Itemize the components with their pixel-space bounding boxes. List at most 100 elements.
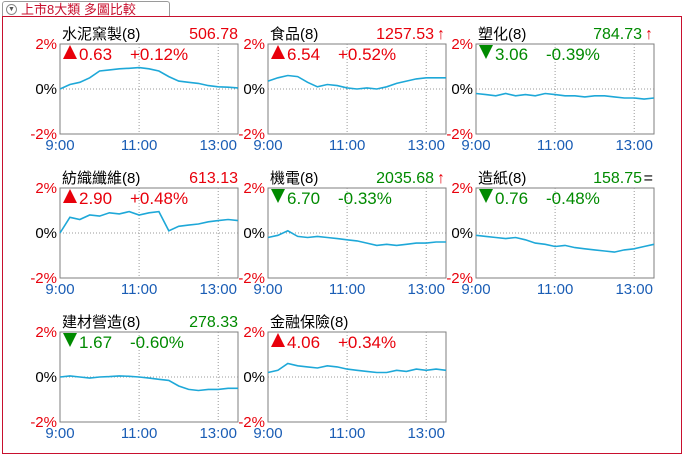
panel-3-up-triangle-icon — [63, 189, 77, 203]
panel-1-change-pct: +0.52% — [338, 45, 396, 64]
panel-3-plot-box — [59, 187, 239, 279]
panel-0-up-triangle-icon — [63, 45, 77, 59]
panel-7-y-tick-label: -2% — [238, 414, 265, 431]
panel-4-change-pct: -0.33% — [338, 189, 392, 208]
panel-2-x-tick-label: 9:00 — [461, 137, 490, 154]
panel-0-y-tick-label: 2% — [35, 36, 57, 53]
panel-3-y-tick-label: -2% — [30, 270, 57, 287]
panel-1-x-tick-label: 11:00 — [329, 137, 365, 154]
panel-6-y-tick-label: 0% — [35, 369, 57, 386]
panel-0-y-tick-label: 0% — [35, 81, 57, 98]
panel-0-x-tick-label: 9:00 — [45, 137, 74, 154]
panel-5-change-pct: -0.48% — [546, 189, 600, 208]
panel-6-plot-box — [59, 331, 239, 423]
panel-2-change-pct: -0.39% — [546, 45, 600, 64]
panel-5-x-tick-label: 11:00 — [537, 281, 573, 298]
panel-2-title: 塑化(8) — [478, 26, 526, 43]
panel-1-value-marker: ↑ — [437, 26, 445, 43]
panel-7-up-triangle-icon — [271, 333, 285, 347]
panel-3-series-line — [59, 210, 239, 234]
panel-2-value-marker: ↑ — [645, 26, 653, 43]
panel-4-down-triangle-icon — [271, 189, 285, 203]
panel-5-series-line — [475, 234, 655, 253]
panel-3-value: 613.13 — [189, 170, 238, 187]
panel-2-value: 784.73 — [593, 26, 642, 43]
panel-6-y-tick-label: 2% — [35, 324, 57, 341]
chart-tab[interactable]: ▼ 上市8大類 多圖比較 — [2, 1, 170, 17]
panel-0-value: 506.78 — [189, 26, 238, 43]
panel-0-change-pct: +0.12% — [130, 45, 188, 64]
panel-3-y-tick-label: 2% — [35, 180, 57, 197]
panel-4-y-tick-label: 0% — [243, 225, 265, 242]
panel-0-title: 水泥窯製(8) — [62, 25, 140, 43]
panel-0-y-tick-label: -2% — [30, 126, 57, 143]
panel-7-x-tick-label: 13:00 — [407, 425, 445, 442]
panel-1-x-tick-label: 13:00 — [407, 137, 445, 154]
panel-6-down-triangle-icon — [63, 333, 77, 347]
panel-6-x-tick-label: 13:00 — [199, 425, 237, 442]
panel-4-y-tick-label: 2% — [243, 180, 265, 197]
panel-1-value: 1257.53 — [376, 26, 434, 43]
panel-7-y-tick-label: 0% — [243, 369, 265, 386]
panel-4-y-tick-label: -2% — [238, 270, 265, 287]
panel-4-title: 機電(8) — [270, 170, 318, 187]
panel-1-x-tick-label: 9:00 — [253, 137, 282, 154]
panel-6-x-tick-label: 9:00 — [45, 425, 74, 442]
panel-1-y-tick-label: 2% — [243, 36, 265, 53]
panel-3-title: 紡織纖維(8) — [62, 170, 140, 187]
panel-2-y-tick-label: 0% — [451, 81, 473, 98]
panel-5-plot-box — [475, 187, 655, 279]
panel-7-x-tick-label: 9:00 — [253, 425, 282, 442]
panel-1-up-triangle-icon — [271, 45, 285, 59]
panel-5-y-tick-label: 2% — [451, 180, 473, 197]
panel-2-series-line — [475, 92, 655, 100]
panel-6-change-pct: -0.60% — [130, 333, 184, 352]
panel-0-x-tick-label: 11:00 — [121, 137, 157, 154]
panel-5-title: 造紙(8) — [478, 170, 526, 187]
panel-7-change-pct: +0.34% — [338, 333, 396, 352]
panel-3-x-tick-label: 13:00 — [199, 281, 237, 298]
panel-4-value-marker: ↑ — [437, 170, 445, 187]
panel-5-y-tick-label: -2% — [446, 270, 473, 287]
panel-5-y-tick-label: 0% — [451, 225, 473, 242]
panel-4-value: 2035.68 — [376, 170, 434, 187]
panel-5-value-marker: = — [644, 170, 653, 187]
panel-4-plot-box — [267, 187, 447, 279]
panel-2-x-tick-label: 13:00 — [615, 137, 653, 154]
panel-6-x-tick-label: 11:00 — [121, 425, 157, 442]
panel-6-title: 建材營造(8) — [62, 314, 140, 331]
panel-7-series-line — [267, 362, 447, 374]
panel-3-change-pct: +0.48% — [130, 189, 188, 208]
panel-5-x-tick-label: 13:00 — [615, 281, 653, 298]
panel-1-y-tick-label: 0% — [243, 81, 265, 98]
panel-7-y-tick-label: 2% — [243, 324, 265, 341]
panel-3-x-tick-label: 9:00 — [45, 281, 74, 298]
panel-2-y-tick-label: 2% — [451, 36, 473, 53]
panel-6-y-tick-label: -2% — [30, 414, 57, 431]
panel-2-down-triangle-icon — [479, 45, 493, 59]
tab-label: 上市8大類 多圖比較 — [21, 2, 136, 17]
panel-5-change: 0.76 — [495, 189, 528, 208]
panel-7-change: 4.06 — [287, 333, 320, 352]
panel-6-change: 1.67 — [79, 333, 112, 352]
panel-4-x-tick-label: 9:00 — [253, 281, 282, 298]
panel-2-y-tick-label: -2% — [446, 126, 473, 143]
panel-4-change: 6.70 — [287, 189, 320, 208]
panel-1-y-tick-label: -2% — [238, 126, 265, 143]
panel-1-change: 6.54 — [287, 45, 320, 64]
chevron-down-icon[interactable]: ▼ — [6, 4, 17, 15]
panel-4-x-tick-label: 13:00 — [407, 281, 445, 298]
panel-5-down-triangle-icon — [479, 189, 493, 203]
panel-3-x-tick-label: 11:00 — [121, 281, 157, 298]
panel-6-value: 278.33 — [189, 314, 238, 331]
panel-5-value: 158.75 — [593, 170, 642, 187]
panel-5-x-tick-label: 9:00 — [461, 281, 490, 298]
panel-4-x-tick-label: 11:00 — [329, 281, 365, 298]
panel-1-title: 食品(8) — [270, 26, 318, 43]
panel-6-series-line — [59, 375, 238, 392]
panel-4-series-line — [267, 229, 446, 247]
panel-3-y-tick-label: 0% — [35, 225, 57, 242]
panel-3-change: 2.90 — [79, 189, 112, 208]
panel-2-plot-box — [475, 43, 655, 135]
